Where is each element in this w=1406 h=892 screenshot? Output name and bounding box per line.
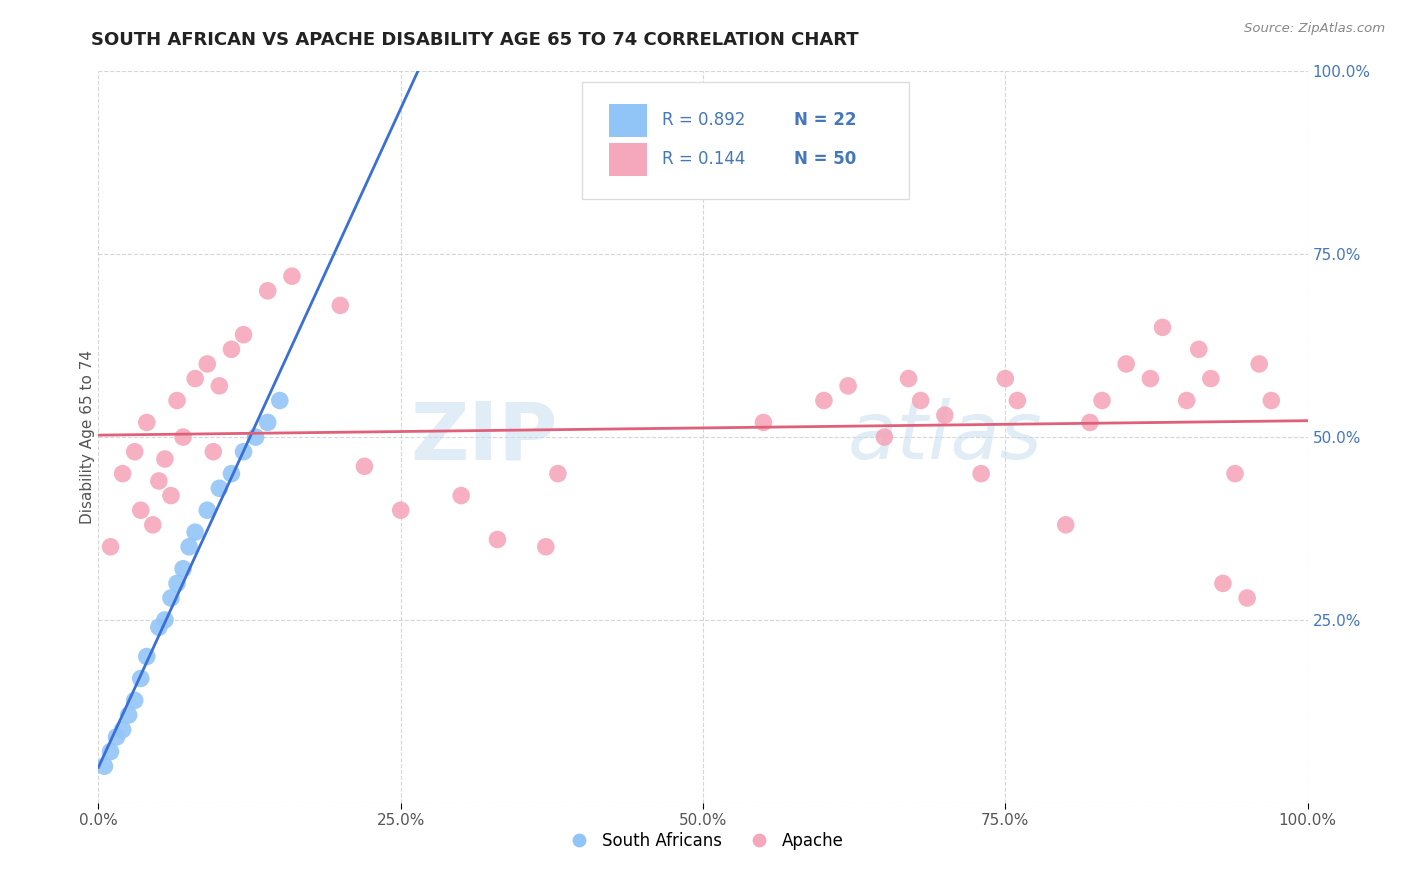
Point — [1115, 357, 1137, 371]
Point — [813, 393, 835, 408]
Text: atlas: atlas — [848, 398, 1043, 476]
Point — [93, 759, 115, 773]
Point — [129, 503, 152, 517]
Point — [202, 444, 225, 458]
Point — [245, 430, 267, 444]
Point — [135, 416, 157, 430]
Point — [1007, 393, 1029, 408]
Point — [142, 517, 165, 532]
Text: ZIP: ZIP — [411, 398, 558, 476]
Point — [269, 393, 291, 408]
Point — [100, 540, 122, 554]
Point — [281, 269, 304, 284]
Point — [124, 693, 146, 707]
Point — [1212, 576, 1234, 591]
Text: N = 22: N = 22 — [793, 112, 856, 129]
Point — [148, 620, 170, 634]
Point — [256, 416, 278, 430]
Point — [195, 357, 218, 371]
Point — [118, 708, 141, 723]
Point — [172, 430, 194, 444]
Y-axis label: Disability Age 65 to 74: Disability Age 65 to 74 — [80, 350, 94, 524]
Text: N = 50: N = 50 — [793, 150, 856, 168]
Point — [221, 343, 243, 357]
Point — [897, 371, 920, 385]
Point — [129, 672, 152, 686]
Point — [752, 416, 775, 430]
Point — [221, 467, 243, 481]
FancyBboxPatch shape — [609, 143, 647, 176]
Point — [1175, 393, 1198, 408]
Point — [934, 408, 956, 422]
Point — [910, 393, 932, 408]
Text: R = 0.144: R = 0.144 — [662, 150, 745, 168]
Point — [208, 379, 231, 393]
Point — [1236, 591, 1258, 605]
Point — [232, 444, 254, 458]
Point — [329, 298, 352, 312]
Point — [1260, 393, 1282, 408]
Point — [1223, 467, 1246, 481]
Point — [160, 591, 183, 605]
Point — [172, 562, 194, 576]
Point — [970, 467, 993, 481]
Point — [1091, 393, 1114, 408]
Point — [837, 379, 859, 393]
Point — [111, 723, 134, 737]
Point — [111, 467, 134, 481]
Point — [1054, 517, 1077, 532]
Point — [1199, 371, 1222, 385]
FancyBboxPatch shape — [582, 82, 908, 200]
Point — [1249, 357, 1271, 371]
FancyBboxPatch shape — [609, 103, 647, 136]
Point — [105, 730, 128, 744]
Point — [184, 371, 207, 385]
Point — [256, 284, 278, 298]
Text: R = 0.892: R = 0.892 — [662, 112, 745, 129]
Point — [166, 576, 188, 591]
Point — [184, 525, 207, 540]
Point — [148, 474, 170, 488]
Point — [389, 503, 412, 517]
Point — [153, 452, 176, 467]
Point — [1078, 416, 1101, 430]
Point — [486, 533, 509, 547]
Text: Source: ZipAtlas.com: Source: ZipAtlas.com — [1244, 22, 1385, 36]
Text: SOUTH AFRICAN VS APACHE DISABILITY AGE 65 TO 74 CORRELATION CHART: SOUTH AFRICAN VS APACHE DISABILITY AGE 6… — [91, 31, 859, 49]
Legend: South Africans, Apache: South Africans, Apache — [555, 825, 851, 856]
Point — [208, 481, 231, 495]
Point — [547, 467, 569, 481]
Point — [1188, 343, 1211, 357]
Point — [153, 613, 176, 627]
Point — [195, 503, 218, 517]
Point — [135, 649, 157, 664]
Point — [166, 393, 188, 408]
Point — [124, 444, 146, 458]
Point — [179, 540, 201, 554]
Point — [353, 459, 375, 474]
Point — [160, 489, 183, 503]
Point — [450, 489, 472, 503]
Point — [994, 371, 1017, 385]
Point — [1152, 320, 1174, 334]
Point — [1139, 371, 1161, 385]
Point — [534, 540, 557, 554]
Point — [100, 745, 122, 759]
Point — [232, 327, 254, 342]
Point — [873, 430, 896, 444]
